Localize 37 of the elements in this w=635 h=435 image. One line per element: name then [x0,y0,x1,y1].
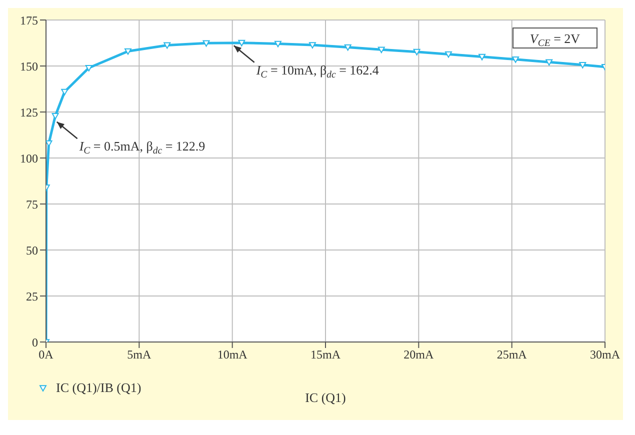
point [579,62,586,68]
x-tick-label: 30mA [590,348,620,362]
point [124,48,132,55]
x-tick-label: 25mA [496,348,528,362]
annotation: I$_{C}$ = 10mA, β$_{dc}$ = 162.4 [255,62,380,80]
x-axis-title: IC (Q1) [305,390,346,405]
y-tick-label: 150 [20,59,38,74]
point [512,56,520,63]
point [378,46,385,54]
annotation: V$_{CE}$ = 2V [530,31,581,48]
legend-label: IC (Q1)/IB (Q1) [56,380,142,396]
y-tick-label: 25 [26,289,38,304]
x-tick-label: 15mA [310,348,341,362]
point [546,59,553,66]
y-tick-label: 50 [26,243,38,258]
y-tick-label: 125 [20,105,38,120]
point [274,40,282,48]
point [52,112,59,120]
x-tick-label: 0A [38,348,54,362]
point [344,44,352,51]
point [202,40,210,47]
point [61,88,68,96]
annotation: I$_{C}$ = 0.5mA, β$_{dc}$ = 122.9 [78,138,206,156]
point [164,42,171,49]
x-tick-label: 5mA [127,348,152,362]
x-tick-label: 10mA [217,348,248,362]
y-tick-label: 75 [26,197,38,212]
point [85,64,92,72]
point [308,42,316,49]
point [444,51,452,58]
y-tick-label: 100 [20,151,38,166]
y-tick-label: 175 [20,13,38,28]
x-tick-label: 20mA [404,348,434,362]
y-tick-label: 0 [32,335,38,350]
point [478,54,486,60]
point [238,40,246,46]
point [413,48,420,56]
